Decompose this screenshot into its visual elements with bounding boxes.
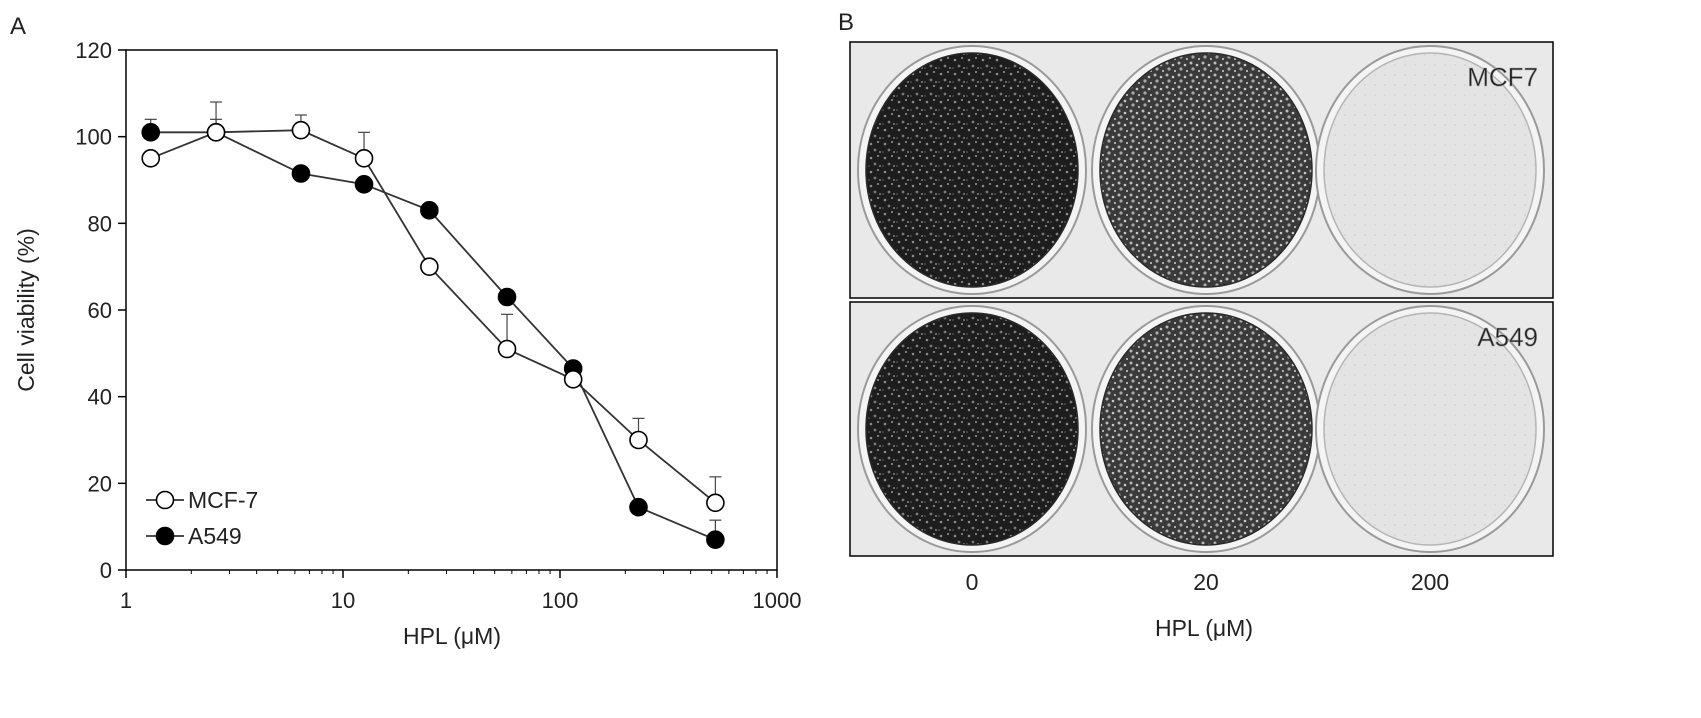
data-point-mcf-7 bbox=[141, 149, 161, 168]
dose-label: 20 bbox=[1193, 569, 1219, 595]
panel-b-photo: MCF7 A549 bbox=[849, 41, 1554, 557]
x-tick-label: 1000 bbox=[753, 588, 802, 613]
x-tick-label: 100 bbox=[542, 588, 579, 613]
dish-well bbox=[1099, 52, 1313, 288]
y-axis-label: Cell viability (%) bbox=[13, 228, 39, 392]
legend-label: MCF-7 bbox=[188, 487, 258, 513]
series-line-mcf-7 bbox=[150, 129, 716, 504]
dish-well bbox=[1323, 52, 1537, 288]
legend: MCF-7 A549 bbox=[146, 487, 258, 549]
data-point-a549 bbox=[420, 201, 439, 220]
data-point-mcf-7 bbox=[291, 120, 311, 140]
data-point-mcf-7 bbox=[354, 149, 374, 168]
legend-marker bbox=[155, 526, 175, 546]
panel-b-letter: B bbox=[838, 9, 854, 36]
dish-well bbox=[1099, 312, 1313, 546]
dish-well bbox=[1323, 312, 1537, 546]
y-tick-label: 80 bbox=[88, 211, 112, 236]
cell-line-label: MCF7 bbox=[1467, 62, 1538, 92]
cell-line-label: A549 bbox=[1477, 322, 1538, 352]
y-tick-label: 120 bbox=[75, 38, 112, 63]
data-point-mcf-7 bbox=[629, 430, 648, 450]
x-axis-label: HPL (μM) bbox=[403, 623, 501, 649]
legend-label: A549 bbox=[188, 523, 242, 549]
y-tick-label: 60 bbox=[88, 298, 112, 323]
data-point-mcf-7 bbox=[206, 123, 226, 142]
data-point-a549 bbox=[629, 497, 648, 517]
data-point-a549 bbox=[354, 175, 374, 194]
series-line-a549 bbox=[150, 131, 716, 541]
x-tick-label: 1 bbox=[120, 588, 132, 613]
data-point-a549 bbox=[497, 287, 517, 307]
data-point-a549 bbox=[291, 164, 311, 183]
y-tick-label: 40 bbox=[88, 385, 112, 410]
data-point-mcf-7 bbox=[563, 370, 583, 389]
panel-a-letter: A bbox=[10, 13, 26, 40]
dose-label: 200 bbox=[1411, 569, 1449, 595]
y-tick-label: 20 bbox=[88, 471, 112, 496]
panel-b-x-axis-label: HPL (μM) bbox=[1155, 615, 1253, 641]
x-tick-label: 10 bbox=[331, 588, 355, 613]
dose-label: 0 bbox=[966, 569, 979, 595]
data-point-a549 bbox=[141, 123, 161, 142]
dish-well bbox=[865, 312, 1079, 546]
legend-marker bbox=[155, 490, 175, 510]
data-point-a549 bbox=[706, 530, 725, 549]
dish-well bbox=[865, 52, 1079, 288]
y-tick-label: 100 bbox=[75, 125, 112, 150]
y-tick-label: 0 bbox=[100, 558, 112, 583]
data-point-mcf-7 bbox=[420, 257, 439, 276]
data-point-mcf-7 bbox=[497, 339, 517, 359]
data-point-mcf-7 bbox=[706, 493, 725, 513]
